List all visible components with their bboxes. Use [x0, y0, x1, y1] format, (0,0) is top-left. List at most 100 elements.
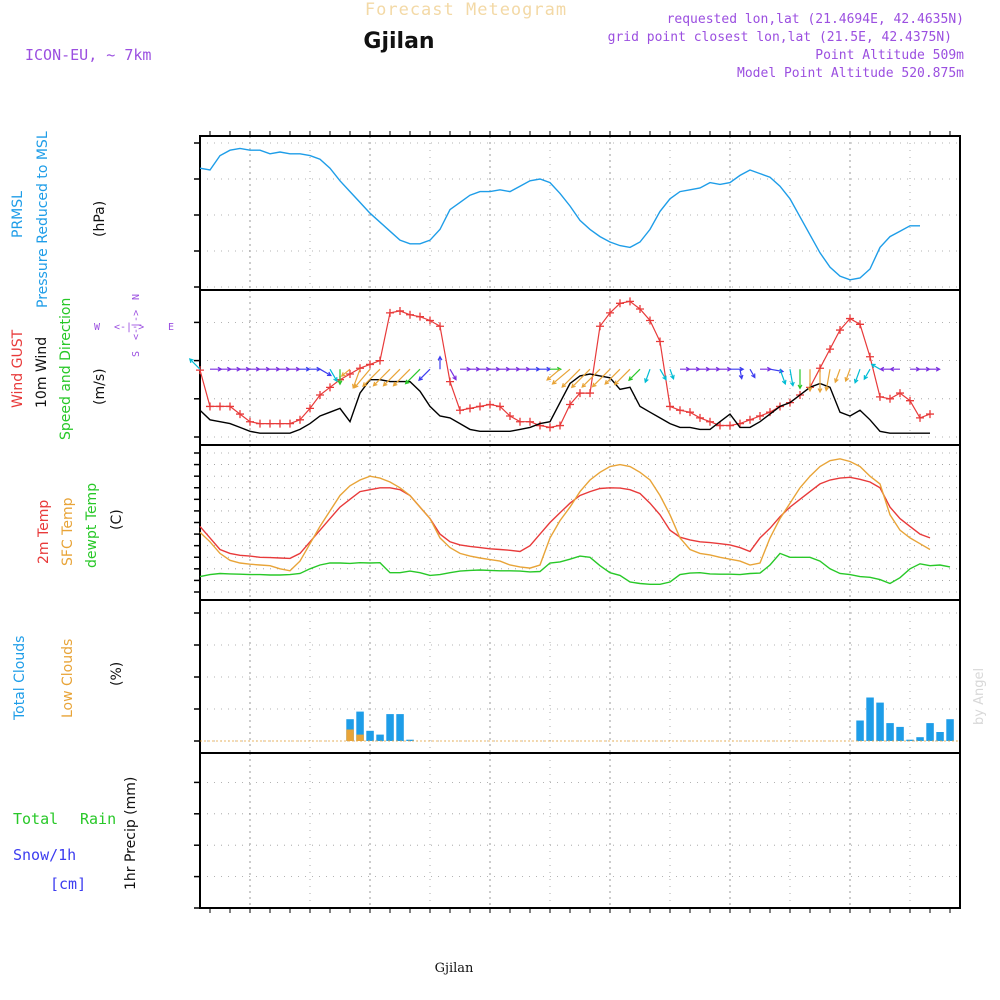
- compass-e: E: [168, 322, 174, 333]
- temp-dewpt-temp: [199, 552, 951, 585]
- wind-gust-point: [386, 308, 394, 317]
- wind-direction-arrow: [710, 366, 721, 372]
- product-title: Forecast Meteogram: [365, 0, 567, 20]
- wind-gust-point: [226, 402, 234, 411]
- grid-point-coords: grid point closest lon,lat (21.5E, 42.43…: [608, 30, 952, 45]
- wind-direction-arrow: [551, 368, 571, 385]
- wind-gust-point: [656, 337, 664, 346]
- wind-gust-point: [246, 417, 254, 426]
- wind-gust-point: [486, 400, 494, 409]
- wind-direction-arrow: [290, 366, 301, 372]
- cloud-bar-total-clouds: [866, 697, 874, 741]
- wind-direction-arrow: [280, 366, 291, 372]
- wind-direction-arrow: [340, 368, 351, 377]
- wind-direction-arrow: [392, 368, 411, 387]
- precip-label-rain: Rain: [80, 810, 116, 828]
- wind-direction-arrow: [628, 368, 641, 382]
- cloud-bar-total-clouds: [386, 714, 394, 741]
- compass-ns-arrow: <-|->: [131, 310, 142, 340]
- model-label: ICON-EU, ~ 7km: [25, 46, 151, 64]
- cloud-bar-total-clouds: [396, 714, 404, 741]
- point-altitude: Point Altitude 509m: [815, 48, 964, 63]
- axes-layer: [194, 131, 961, 913]
- compass-ew-arrow: <-|->: [114, 322, 144, 333]
- wind-direction-arrow: [530, 366, 541, 372]
- cloud-bar-total-clouds: [876, 702, 884, 741]
- wind-direction-arrow: [807, 369, 813, 393]
- panel-frame: [199, 599, 961, 754]
- precip-label-total: Total: [13, 810, 58, 828]
- wind-gust-point: [566, 400, 574, 409]
- wind-direction-arrow: [738, 369, 744, 380]
- wind-direction-arrow: [659, 368, 667, 381]
- wind-direction-arrow: [910, 366, 921, 372]
- wind-gust-point: [646, 316, 654, 325]
- wind-gust-point: [836, 326, 844, 335]
- wind-direction-arrow: [604, 368, 621, 385]
- data-layer: [190, 148, 960, 742]
- pressure-label-prmsl: PRMSL: [10, 191, 26, 238]
- cloud-labels: Total Clouds Low Clouds (%): [12, 636, 125, 721]
- wind-gust-point: [456, 406, 464, 415]
- wind-gust-point: [926, 410, 934, 419]
- wind-direction-arrow: [844, 368, 851, 383]
- panel-frame: [199, 289, 961, 446]
- wind-gust-point: [376, 356, 384, 365]
- wind-gust-point: [396, 306, 404, 315]
- wind-direction-arrow: [490, 366, 501, 372]
- wind-direction-arrow: [797, 369, 803, 390]
- wind-direction-arrow: [720, 366, 733, 372]
- wind-direction-arrow: [879, 366, 890, 372]
- wind-gust-point: [596, 322, 604, 331]
- wind-label-gust: Wind GUST: [10, 329, 26, 408]
- wind-direction-arrow: [690, 366, 701, 372]
- wind-direction-arrow: [460, 366, 472, 372]
- wind-gust-point: [516, 417, 524, 426]
- wind-direction-arrow: [581, 368, 601, 388]
- wind-gust-point: [346, 369, 354, 378]
- wind-direction-arrow: [362, 368, 381, 388]
- cloud-bar-total-clouds: [946, 719, 954, 741]
- wind-gust-point: [636, 305, 644, 314]
- wind-unit: (m/s): [92, 368, 108, 405]
- wind-gust-point: [276, 419, 284, 428]
- wind-direction-arrow: [230, 366, 242, 372]
- location-title: Gjilan: [363, 29, 434, 54]
- wind-direction-arrow: [546, 368, 561, 381]
- wind-gust-point: [866, 352, 874, 361]
- pressure-labels: PRMSL Pressure Reduced to MSL (hPa): [10, 131, 108, 308]
- temp-sfc-temp: [199, 458, 931, 572]
- wind-direction-arrow: [404, 368, 421, 385]
- wind-direction-arrow: [680, 366, 691, 372]
- requested-coords: requested lon,lat (21.4694E, 42.4635N): [667, 12, 964, 27]
- cloud-label-low: Low Clouds: [60, 639, 76, 718]
- cloud-bar-total-clouds: [856, 720, 864, 741]
- wind-gust-point: [686, 408, 694, 417]
- wind-gust-point: [826, 345, 834, 354]
- wind-label-speed-dir: Speed and Direction: [58, 298, 74, 440]
- wind-gust-point: [256, 419, 264, 428]
- model-altitude: Model Point Altitude 520.875m: [737, 66, 964, 81]
- wind-direction-arrow: [834, 368, 841, 384]
- precip-axis-title: 1hr Precip (mm): [123, 777, 139, 890]
- wind-gust-point: [716, 421, 724, 430]
- temp-label-dewpt: dewpt Temp: [84, 483, 100, 568]
- wind-direction-arrow: [319, 368, 332, 377]
- wind-gust-point: [576, 389, 584, 398]
- wind-direction-arrow: [449, 368, 457, 381]
- wind-direction-arrow: [760, 366, 773, 372]
- wind-gust-point: [526, 417, 534, 426]
- wind-gust-point: [616, 299, 624, 308]
- wind-gust-point: [506, 411, 514, 420]
- wind-gust-point: [416, 312, 424, 321]
- wind-gust-point: [366, 360, 374, 369]
- wind-gust-point: [726, 421, 734, 430]
- wind-direction-arrow: [270, 366, 281, 372]
- temp-unit: (C): [109, 509, 125, 530]
- wind-direction-arrow: [240, 366, 251, 372]
- wind-direction-arrow: [520, 366, 531, 372]
- wind-direction-arrow: [300, 366, 311, 372]
- cloud-bar-total-clouds: [376, 734, 384, 741]
- wind-gust-point: [696, 413, 704, 422]
